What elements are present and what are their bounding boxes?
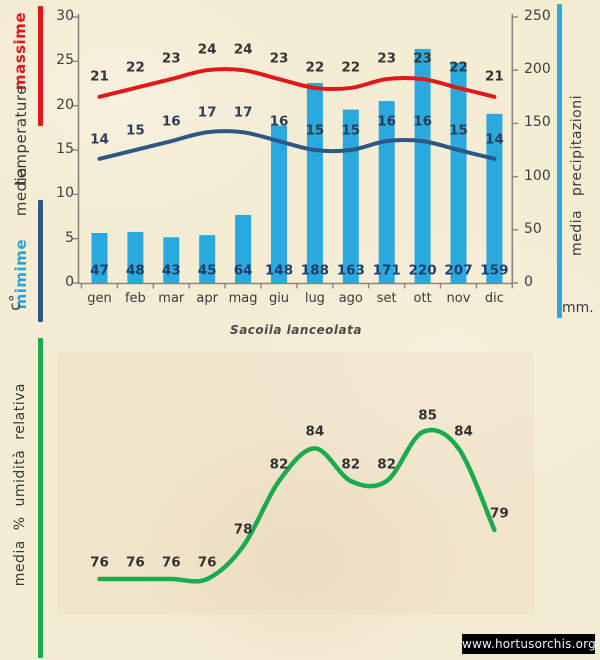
- humidity-value-label: 85: [418, 407, 437, 424]
- min-temp-label: 14: [484, 131, 504, 148]
- max-temp-label: 23: [269, 50, 289, 67]
- humidity-value-label: 76: [125, 554, 145, 571]
- left-axis-tick-label: 15: [56, 141, 74, 157]
- precip-bar: [235, 214, 252, 283]
- precip-bar: [199, 235, 216, 283]
- month-label: dic: [484, 291, 504, 306]
- humidity-value-label: 76: [197, 554, 217, 571]
- month-label: feb: [124, 291, 146, 306]
- precip-value-label: 47: [90, 261, 109, 278]
- max-accent-line: [38, 6, 43, 126]
- precip-value-label: 64: [233, 261, 253, 278]
- precip-value-label: 148: [264, 261, 294, 278]
- humidity-line: [97, 427, 497, 584]
- precip-value-label: 220: [408, 261, 437, 278]
- month-label: lug: [304, 291, 325, 306]
- mm-unit-label: mm.: [562, 300, 594, 316]
- precip-bar: [414, 48, 431, 283]
- humidity-value-label: 76: [90, 554, 109, 571]
- min-accent-line: [38, 200, 43, 322]
- humidity-value-label: 84: [454, 423, 473, 440]
- month-label: mar: [158, 291, 185, 306]
- precip-value-label: 207: [444, 261, 473, 278]
- right-axis-tick-label: 150: [524, 114, 551, 131]
- precip-value-label: 159: [480, 261, 509, 278]
- precip-bar: [271, 125, 287, 283]
- min-temp-label: 15: [341, 122, 361, 139]
- month-label: gen: [87, 291, 112, 306]
- min-temp-label: 15: [305, 122, 325, 139]
- month-label: set: [376, 291, 397, 306]
- max-temp-label: 22: [125, 59, 145, 76]
- month-label: nov: [446, 291, 471, 306]
- precip-value-label: 163: [336, 261, 365, 278]
- humidity-value-label: 82: [269, 456, 289, 473]
- max-temp-label: 22: [449, 59, 468, 76]
- min-temp-label: 16: [269, 113, 289, 130]
- min-temp-line: [97, 129, 497, 161]
- left-axis-tick-label: 10: [56, 185, 74, 202]
- precip-value-label: 171: [372, 261, 401, 278]
- right-axis-tick-label: 0: [524, 274, 533, 290]
- max-temp-label: 23: [377, 50, 397, 67]
- humidity-value-label: 79: [489, 505, 509, 522]
- precip-value-label: 188: [300, 261, 329, 278]
- right-axis-tick-label: 100: [524, 167, 551, 184]
- watermark-url: www.hortusorchis.org: [462, 634, 596, 654]
- precip-bar: [306, 82, 323, 283]
- max-temp-label: 24: [197, 41, 217, 58]
- max-temp-label: 22: [341, 59, 361, 76]
- humidity-value-label: 84: [305, 423, 325, 440]
- left-axis-tick-label: 20: [56, 96, 74, 113]
- max-temp-label: 21: [484, 68, 504, 85]
- min-temp-label: 15: [449, 122, 468, 139]
- chart-title: Sacoila lanceolata: [230, 323, 362, 337]
- right-axis-tick-label: 200: [524, 61, 551, 78]
- precip-bar: [342, 109, 359, 284]
- month-label: apr: [196, 291, 218, 306]
- precip-bar: [127, 231, 144, 283]
- min-temp-label: 15: [125, 122, 145, 139]
- month-label: mag: [228, 291, 258, 306]
- min-temp-label: 16: [377, 113, 397, 130]
- max-temp-label: 23: [161, 50, 181, 67]
- left-axis-tick-label: 0: [65, 274, 74, 290]
- right-axis-tick-label: 250: [524, 8, 551, 24]
- humidity-value-label: 78: [233, 521, 253, 538]
- precip-bar: [450, 62, 467, 283]
- left-axis-tick-label: 25: [56, 52, 74, 69]
- humidity-value-label: 82: [377, 456, 397, 473]
- month-label: ott: [413, 291, 432, 306]
- humidity-value-label: 82: [341, 456, 361, 473]
- month-label: ago: [338, 291, 363, 306]
- month-label: giu: [268, 291, 290, 306]
- max-temp-label: 21: [90, 68, 109, 85]
- precip-value-label: 45: [197, 261, 217, 278]
- precip-value-label: 48: [125, 261, 145, 278]
- left-axis-tick-label: 30: [56, 8, 74, 24]
- max-temp-label: 22: [305, 59, 325, 76]
- min-temp-label: 17: [197, 104, 217, 121]
- precip-value-label: 43: [161, 261, 181, 278]
- right-axis-tick-label: 50: [524, 220, 542, 237]
- max-temp-label: 24: [233, 41, 253, 58]
- left-axis-tick-label: 5: [65, 229, 74, 246]
- humidity-accent-line: [38, 338, 43, 658]
- precip-bar: [163, 237, 180, 283]
- min-temp-label: 16: [413, 113, 432, 130]
- humidity-plot-panel: [58, 352, 534, 614]
- precip-bar: [91, 232, 108, 283]
- min-temp-label: 17: [233, 104, 253, 121]
- max-temp-label: 23: [413, 50, 432, 67]
- min-temp-label: 16: [161, 113, 181, 130]
- precipitation-accent-line: [557, 4, 562, 318]
- humidity-value-label: 76: [161, 554, 181, 571]
- precip-bar: [378, 101, 395, 283]
- min-temp-label: 14: [90, 131, 109, 148]
- max-temp-line: [97, 67, 497, 99]
